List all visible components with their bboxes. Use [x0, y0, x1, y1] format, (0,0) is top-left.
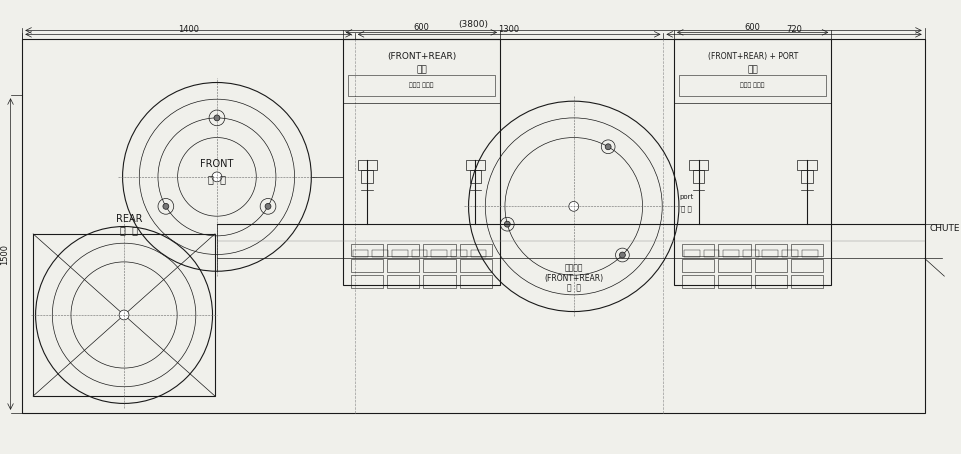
Text: 초음파 발진기: 초음파 발진기 [740, 83, 764, 88]
Text: 1300: 1300 [498, 25, 519, 34]
Circle shape [162, 203, 168, 209]
Text: (FRONT+REAR) + PORT: (FRONT+REAR) + PORT [706, 53, 797, 61]
Bar [762, 250, 777, 257]
Text: FRONT: FRONT [200, 159, 234, 169]
Bar [796, 160, 816, 170]
Bar [459, 275, 492, 288]
Bar [386, 275, 419, 288]
Bar [790, 259, 823, 272]
Bar [718, 259, 750, 272]
Bar [674, 39, 830, 285]
Bar [386, 259, 419, 272]
Bar [342, 39, 500, 103]
Text: 600: 600 [744, 23, 760, 32]
Bar [386, 244, 419, 257]
Bar [718, 275, 750, 288]
Bar [790, 275, 823, 288]
Bar [423, 244, 456, 257]
Bar [470, 250, 485, 257]
Bar [465, 160, 484, 170]
Bar [678, 74, 825, 96]
Circle shape [119, 310, 129, 320]
Bar [753, 244, 786, 257]
Bar [350, 275, 382, 288]
Circle shape [568, 202, 579, 211]
Bar [681, 244, 714, 257]
Text: (3800): (3800) [458, 20, 488, 29]
Text: 1400: 1400 [178, 25, 199, 34]
Circle shape [211, 172, 222, 182]
Bar [469, 170, 480, 183]
Bar [357, 160, 377, 170]
Text: 공 급: 공 급 [680, 205, 692, 212]
Text: port: port [679, 193, 693, 199]
Bar [753, 259, 786, 272]
Bar [790, 244, 823, 257]
Bar [688, 160, 707, 170]
Bar [801, 250, 817, 257]
Bar [459, 259, 492, 272]
Bar [702, 250, 719, 257]
Text: 공  급: 공 급 [208, 174, 226, 184]
Bar [451, 250, 466, 257]
Text: 컨베이어: 컨베이어 [564, 264, 582, 273]
Text: 600: 600 [413, 23, 429, 32]
Bar [350, 259, 382, 272]
Bar [353, 250, 368, 257]
Bar [753, 275, 786, 288]
Text: 공  급: 공 급 [120, 225, 137, 235]
Bar [681, 275, 714, 288]
Bar [800, 170, 812, 183]
Bar [742, 250, 758, 257]
Bar [423, 259, 456, 272]
Text: 이  송: 이 송 [566, 283, 580, 292]
Circle shape [604, 144, 610, 150]
Text: 용착: 용착 [415, 65, 427, 74]
Text: 720: 720 [785, 25, 801, 34]
Circle shape [265, 203, 271, 209]
Bar [718, 244, 750, 257]
Bar [22, 39, 924, 413]
Bar [781, 250, 797, 257]
Bar [411, 250, 427, 257]
Bar [431, 250, 447, 257]
Bar [391, 250, 407, 257]
Text: (FRONT+REAR): (FRONT+REAR) [544, 274, 603, 282]
Circle shape [619, 252, 625, 258]
Text: 용착: 용착 [747, 65, 757, 74]
Bar [674, 39, 830, 103]
Bar [33, 234, 214, 396]
Text: CHUTE: CHUTE [928, 224, 959, 233]
Bar [350, 244, 382, 257]
Text: REAR: REAR [115, 214, 142, 224]
Text: (FRONT+REAR): (FRONT+REAR) [386, 53, 456, 61]
Bar [347, 74, 495, 96]
Bar [361, 170, 373, 183]
Bar [342, 39, 500, 285]
Bar [692, 170, 703, 183]
Text: 초음파 발진기: 초음파 발진기 [408, 83, 433, 88]
Bar [423, 275, 456, 288]
Bar [681, 259, 714, 272]
Bar [683, 250, 699, 257]
Circle shape [504, 221, 509, 227]
Bar [723, 250, 738, 257]
Text: 1500: 1500 [0, 243, 9, 265]
Bar [459, 244, 492, 257]
Bar [372, 250, 387, 257]
Circle shape [213, 115, 220, 121]
